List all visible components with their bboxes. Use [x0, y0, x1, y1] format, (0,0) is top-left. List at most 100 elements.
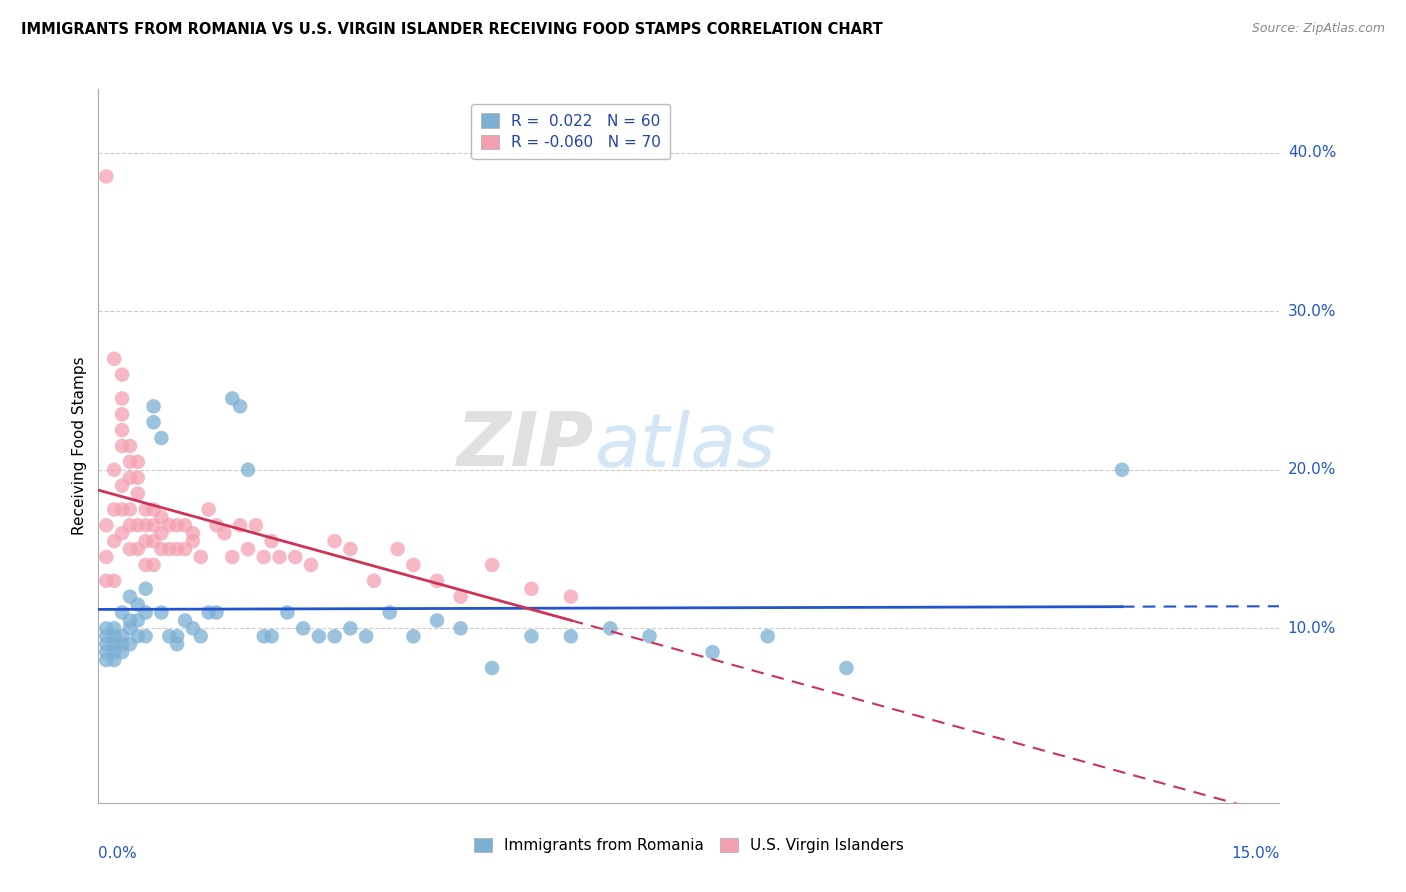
Point	[599, 621, 621, 635]
Point	[135, 558, 157, 572]
Point	[103, 653, 125, 667]
Point	[111, 526, 134, 541]
Text: 40.0%: 40.0%	[1288, 145, 1336, 161]
Point	[111, 423, 134, 437]
Text: Source: ZipAtlas.com: Source: ZipAtlas.com	[1251, 22, 1385, 36]
Point	[354, 629, 377, 643]
Point	[142, 534, 165, 549]
Point	[260, 629, 283, 643]
Point	[157, 629, 180, 643]
Point	[150, 431, 173, 445]
Point	[363, 574, 385, 588]
Point	[756, 629, 779, 643]
Point	[150, 542, 173, 557]
Point	[111, 629, 134, 643]
Point	[245, 518, 267, 533]
Text: 20.0%: 20.0%	[1288, 462, 1336, 477]
Text: IMMIGRANTS FROM ROMANIA VS U.S. VIRGIN ISLANDER RECEIVING FOOD STAMPS CORRELATIO: IMMIGRANTS FROM ROMANIA VS U.S. VIRGIN I…	[21, 22, 883, 37]
Point	[339, 542, 361, 557]
Point	[1111, 463, 1133, 477]
Point	[118, 471, 141, 485]
Point	[323, 629, 346, 643]
Point	[181, 534, 204, 549]
Point	[96, 621, 118, 635]
Point	[481, 661, 503, 675]
Point	[135, 502, 157, 516]
Point	[96, 629, 118, 643]
Point	[190, 549, 212, 564]
Point	[118, 439, 141, 453]
Point	[150, 526, 173, 541]
Point	[135, 606, 157, 620]
Point	[103, 621, 125, 635]
Text: 15.0%: 15.0%	[1232, 846, 1279, 861]
Point	[269, 549, 291, 564]
Point	[127, 629, 149, 643]
Point	[205, 518, 228, 533]
Point	[127, 455, 149, 469]
Point	[221, 392, 243, 406]
Point	[127, 471, 149, 485]
Point	[181, 621, 204, 635]
Legend: Immigrants from Romania, U.S. Virgin Islanders: Immigrants from Romania, U.S. Virgin Isl…	[468, 831, 910, 859]
Text: atlas: atlas	[595, 410, 776, 482]
Point	[292, 621, 315, 635]
Point	[166, 629, 188, 643]
Point	[103, 645, 125, 659]
Point	[236, 542, 259, 557]
Point	[111, 478, 134, 492]
Point	[103, 502, 125, 516]
Point	[166, 518, 188, 533]
Point	[118, 621, 141, 635]
Point	[197, 502, 219, 516]
Text: 10.0%: 10.0%	[1288, 621, 1336, 636]
Point	[174, 518, 197, 533]
Text: 0.0%: 0.0%	[98, 846, 138, 861]
Point	[142, 400, 165, 414]
Point	[560, 629, 582, 643]
Point	[520, 629, 543, 643]
Point	[339, 621, 361, 635]
Point	[127, 518, 149, 533]
Point	[142, 415, 165, 429]
Point	[111, 606, 134, 620]
Point	[150, 510, 173, 524]
Point	[481, 558, 503, 572]
Point	[142, 558, 165, 572]
Point	[111, 407, 134, 421]
Point	[214, 526, 236, 541]
Point	[450, 621, 472, 635]
Point	[402, 629, 425, 643]
Point	[166, 542, 188, 557]
Point	[426, 614, 449, 628]
Point	[190, 629, 212, 643]
Point	[118, 455, 141, 469]
Point	[118, 518, 141, 533]
Point	[96, 645, 118, 659]
Point	[103, 534, 125, 549]
Point	[103, 637, 125, 651]
Point	[127, 614, 149, 628]
Point	[135, 629, 157, 643]
Point	[103, 351, 125, 366]
Point	[111, 645, 134, 659]
Point	[323, 534, 346, 549]
Point	[111, 439, 134, 453]
Point	[387, 542, 409, 557]
Point	[96, 637, 118, 651]
Point	[221, 549, 243, 564]
Point	[127, 486, 149, 500]
Point	[118, 590, 141, 604]
Point	[157, 518, 180, 533]
Point	[118, 637, 141, 651]
Point	[299, 558, 322, 572]
Point	[835, 661, 858, 675]
Y-axis label: Receiving Food Stamps: Receiving Food Stamps	[72, 357, 87, 535]
Point	[96, 653, 118, 667]
Point	[142, 502, 165, 516]
Point	[638, 629, 661, 643]
Point	[284, 549, 307, 564]
Point	[450, 590, 472, 604]
Point	[560, 590, 582, 604]
Point	[166, 637, 188, 651]
